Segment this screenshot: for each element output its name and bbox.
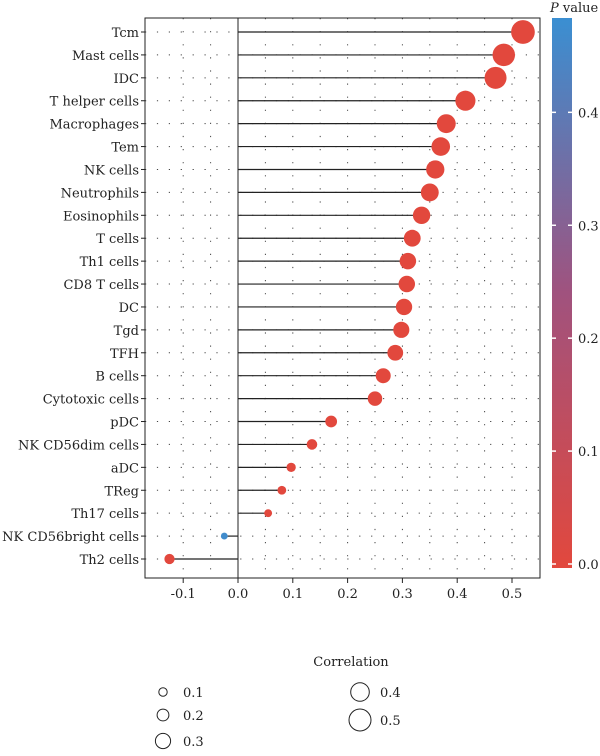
point-21 bbox=[264, 509, 273, 518]
category-label-13: Tgd bbox=[114, 324, 139, 339]
size-legend-label-4: 0.5 bbox=[380, 714, 401, 729]
x-tick-label-5: 0.4 bbox=[447, 587, 468, 602]
point-14 bbox=[387, 344, 404, 361]
point-2 bbox=[484, 66, 507, 89]
point-4 bbox=[436, 114, 456, 134]
size-legend-label-1: 0.2 bbox=[183, 709, 204, 724]
colorbar-tick-label-1: 0.1 bbox=[578, 445, 599, 460]
point-0 bbox=[511, 20, 535, 44]
size-legend-title: Correlation bbox=[313, 655, 389, 670]
category-label-15: B cells bbox=[95, 370, 139, 385]
category-label-10: Th1 cells bbox=[80, 255, 139, 270]
category-label-8: Eosinophils bbox=[63, 209, 139, 224]
size-legend-label-0: 0.1 bbox=[183, 686, 204, 701]
size-legend-circle-0 bbox=[158, 687, 168, 697]
size-legend-circle-4 bbox=[348, 708, 372, 732]
category-label-18: NK CD56dim cells bbox=[18, 438, 139, 453]
category-label-20: TReg bbox=[105, 484, 139, 499]
point-20 bbox=[277, 485, 287, 495]
category-label-4: Macrophages bbox=[49, 118, 139, 133]
category-label-19: aDC bbox=[111, 461, 139, 476]
plot-frame bbox=[144, 17, 541, 579]
x-tick-label-3: 0.2 bbox=[337, 587, 358, 602]
x-tick-label-6: 0.5 bbox=[502, 587, 523, 602]
point-11 bbox=[398, 275, 416, 293]
x-tick-label-2: 0.1 bbox=[282, 587, 303, 602]
colorbar-title: P value bbox=[549, 1, 599, 16]
category-label-17: pDC bbox=[110, 416, 139, 431]
size-legend-label-3: 0.4 bbox=[380, 686, 401, 701]
colorbar-tick-label-3: 0.3 bbox=[578, 219, 599, 234]
colorbar bbox=[552, 18, 572, 568]
point-12 bbox=[395, 298, 413, 316]
point-19 bbox=[286, 462, 296, 472]
point-18 bbox=[306, 439, 318, 450]
category-label-1: Mast cells bbox=[72, 49, 139, 64]
category-label-12: DC bbox=[119, 301, 139, 316]
size-legend-circle-2 bbox=[154, 732, 172, 750]
category-label-0: Tcm bbox=[112, 26, 139, 41]
point-1 bbox=[492, 43, 516, 67]
category-label-21: Th17 cells bbox=[71, 507, 139, 522]
category-label-22: NK CD56bright cells bbox=[2, 530, 139, 545]
point-16 bbox=[367, 391, 383, 406]
point-9 bbox=[403, 229, 421, 247]
size-legend-label-2: 0.3 bbox=[183, 735, 204, 750]
category-label-9: T cells bbox=[96, 232, 139, 247]
colorbar-tick-label-0: 0.0 bbox=[578, 558, 599, 573]
colorbar-title-rest: value bbox=[559, 1, 599, 16]
x-tick-label-0: -0.1 bbox=[171, 587, 196, 602]
category-label-11: CD8 T cells bbox=[63, 278, 139, 293]
point-7 bbox=[420, 183, 439, 202]
category-label-5: Tem bbox=[111, 141, 139, 156]
size-legend-circle-1 bbox=[156, 708, 170, 722]
point-23 bbox=[164, 553, 175, 565]
colorbar-tick-label-4: 0.4 bbox=[578, 106, 599, 121]
category-label-7: Neutrophils bbox=[61, 186, 139, 201]
category-label-14: TFH bbox=[110, 347, 139, 362]
category-label-23: Th2 cells bbox=[80, 553, 139, 568]
point-6 bbox=[426, 160, 445, 179]
colorbar-title-italic: P bbox=[549, 1, 559, 16]
category-label-2: IDC bbox=[113, 72, 139, 87]
point-13 bbox=[393, 321, 410, 338]
category-label-3: T helper cells bbox=[50, 95, 139, 110]
x-tick-label-4: 0.3 bbox=[392, 587, 413, 602]
colorbar-tick-label-2: 0.2 bbox=[578, 332, 599, 347]
point-10 bbox=[399, 252, 417, 270]
category-label-6: NK cells bbox=[84, 163, 139, 178]
point-3 bbox=[455, 90, 476, 111]
point-22 bbox=[220, 532, 228, 540]
point-15 bbox=[375, 368, 391, 384]
category-label-16: Cytotoxic cells bbox=[43, 393, 139, 408]
point-17 bbox=[325, 415, 338, 428]
point-8 bbox=[412, 206, 431, 224]
size-legend-circle-3 bbox=[350, 682, 370, 702]
point-5 bbox=[431, 137, 451, 156]
x-tick-label-1: 0.0 bbox=[228, 587, 249, 602]
